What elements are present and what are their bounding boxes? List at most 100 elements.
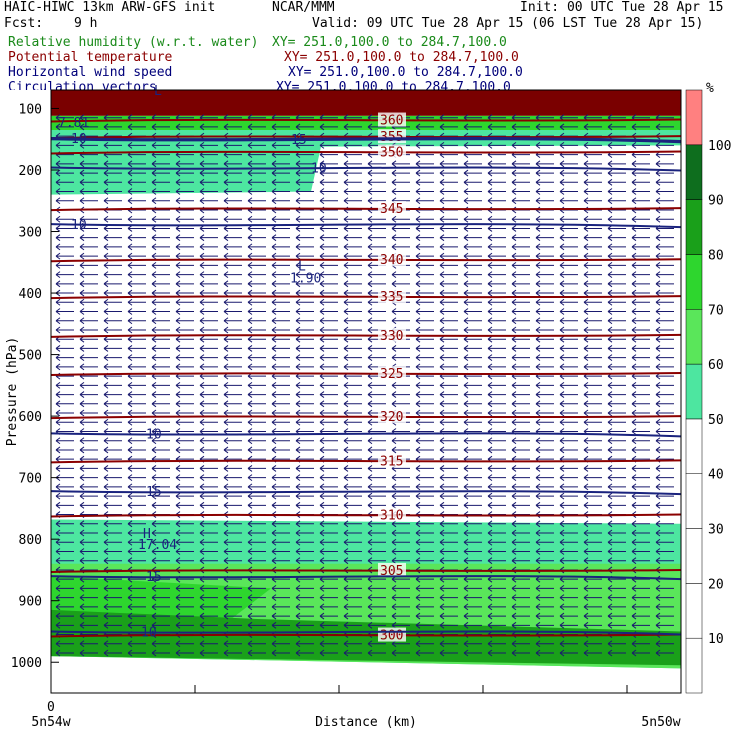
circulation-vector [631,465,650,472]
circulation-vector [367,308,386,315]
circulation-vector [391,280,410,288]
circulation-vector [295,474,314,482]
circulation-vector [655,317,674,325]
theta-contour-line [50,513,682,518]
circulation-vector [103,234,122,242]
circulation-vector [55,141,74,149]
circulation-vector [631,317,650,325]
circulation-vector [631,409,650,417]
circulation-vector [487,603,506,611]
circulation-vector [319,261,338,269]
circulation-vector [175,335,194,343]
circulation-vector [583,548,602,555]
circulation-vector [79,640,98,648]
circulation-vector [247,612,266,620]
circulation-vector [487,141,506,149]
circulation-vector [463,584,482,592]
circulation-vector [535,381,554,389]
circulation-vector [415,465,434,472]
circulation-vector [151,197,170,205]
circulation-vector [487,640,506,648]
circulation-vector [199,603,218,611]
circulation-vector [295,141,314,149]
circulation-vector [271,649,290,657]
circulation-vector [103,649,122,657]
circulation-vector [127,557,146,565]
circulation-vector [271,280,290,288]
circulation-vector [439,225,458,232]
circulation-vector [223,363,242,371]
circulation-vector [247,418,266,426]
circulation-vector [319,603,338,611]
circulation-vector [655,345,674,352]
circulation-vector [463,326,482,334]
circulation-vector [127,418,146,426]
circulation-vector [655,649,674,657]
circulation-vector [319,529,338,537]
circulation-vector [223,621,242,629]
circulation-vector [511,529,530,537]
circulation-vector [559,160,578,168]
circulation-vector [295,391,314,398]
circulation-vector [247,640,266,648]
circulation-vector [151,640,170,648]
circulation-vector [295,621,314,629]
circulation-vector [103,603,122,611]
circulation-vector [391,529,410,537]
circulation-vector [631,178,650,186]
circulation-vector [175,280,194,288]
circulation-vector [511,160,530,168]
circulation-vector [295,483,314,491]
y-tick-label: 200 [19,164,42,179]
circulation-vector [631,584,650,592]
circulation-vector [343,243,362,251]
circulation-vector [631,326,650,334]
extremum-annotation: 1.90 [290,272,321,287]
circulation-vector [631,418,650,426]
circulation-vector [223,335,242,343]
circulation-vector [463,354,482,362]
circulation-vector [415,603,434,611]
circulation-vector [319,520,338,528]
circulation-vector [343,123,362,131]
circulation-vector [127,483,146,491]
circulation-vector [487,418,506,426]
circulation-vector [343,252,362,260]
circulation-vector [415,400,434,408]
circulation-vector [127,197,146,205]
circulation-vector [55,640,74,648]
circulation-vector [151,354,170,362]
circulation-vector [559,308,578,315]
circulation-vector [55,261,74,269]
wind-speed-contour-label: 10 [141,625,157,640]
circulation-vector [271,289,290,297]
circulation-vector [607,169,626,177]
circulation-vector [103,492,122,500]
circulation-vector [559,409,578,417]
circulation-vector [295,197,314,205]
circulation-vector [367,317,386,325]
circulation-vector [151,465,170,472]
circulation-vector [463,501,482,509]
circulation-vector [631,188,650,195]
circulation-vector [367,271,386,278]
circulation-vector [343,446,362,454]
circulation-vector [103,308,122,315]
circulation-vector [103,548,122,555]
circulation-vector [415,271,434,278]
circulation-vector [535,501,554,509]
circulation-vector [247,621,266,629]
circulation-vector [559,584,578,592]
circulation-vector [511,317,530,325]
circulation-vector [583,298,602,306]
circulation-vector [583,446,602,454]
legend-wind-name: Horizontal wind speed [8,65,173,80]
circulation-vector [247,538,266,546]
circulation-vector [415,529,434,537]
circulation-vector [439,584,458,592]
circulation-vector [631,289,650,297]
theta-contour-line [50,258,682,263]
circulation-vector [175,474,194,482]
circulation-vector [175,520,194,528]
circulation-vector [223,280,242,288]
